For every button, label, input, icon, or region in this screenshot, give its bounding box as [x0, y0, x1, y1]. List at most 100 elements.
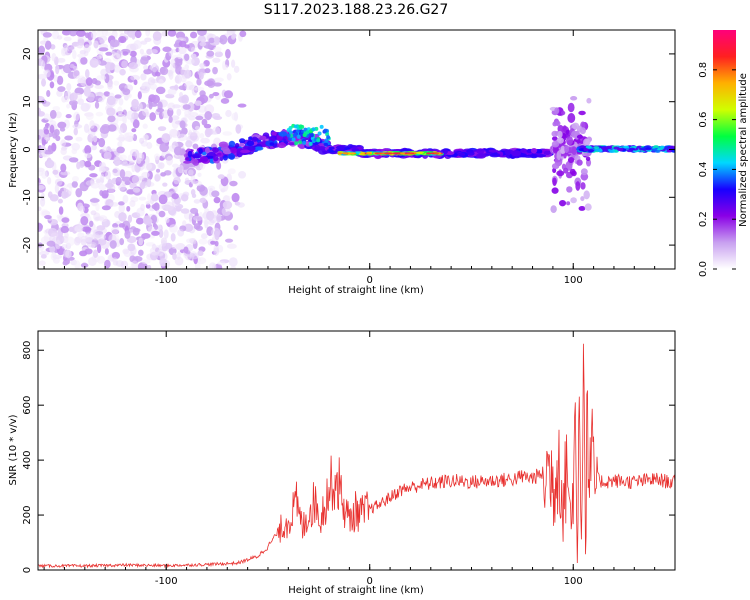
heatmap-noise-blob	[89, 198, 100, 203]
heatmap-noise-blob	[182, 104, 191, 110]
heatmap-noise-blob	[118, 36, 127, 44]
heatmap-noise-blob	[107, 115, 116, 123]
heatmap-spike-blob	[556, 170, 565, 177]
heatmap-noise-blob	[204, 68, 211, 74]
heatmap-noise-blob	[71, 176, 79, 182]
heatmap-noise-blob	[217, 261, 226, 266]
heatmap-noise-blob	[121, 60, 128, 69]
heatmap-noise-blob	[159, 66, 169, 76]
heatmap-noise-blob	[199, 133, 205, 139]
heatmap-spike-blob	[580, 182, 586, 190]
heatmap-noise-blob	[117, 106, 123, 116]
heatmap-spike-blob	[566, 186, 573, 193]
heatmap-noise-blob	[131, 30, 136, 40]
heatmap-spike-blob	[579, 127, 587, 135]
heatmap-ridge-blob	[535, 153, 547, 158]
heatmap-ridge-blob	[342, 152, 348, 155]
heatmap-noise-blob	[126, 266, 133, 269]
heatmap-noise-blob	[71, 180, 78, 188]
figure-title: S117.2023.188.23.26.G27	[264, 2, 449, 18]
heatmap-noise-blob	[193, 223, 201, 230]
heatmap-noise-blob	[49, 109, 57, 119]
heatmap-noise-blob	[151, 230, 160, 236]
heatmap-noise-blob	[63, 183, 68, 193]
heatmap-noise-blob	[172, 163, 179, 168]
heatmap-onset-blob	[291, 137, 296, 142]
heatmap-noise-blob	[126, 189, 135, 195]
heatmap-spike-blob	[555, 120, 561, 127]
heatmap-noise-blob	[155, 168, 161, 173]
heatmap-noise-blob	[38, 45, 46, 55]
heatmap-noise-blob	[159, 257, 168, 267]
heatmap-noise-blob	[103, 151, 112, 160]
heatmap-noise-blob	[167, 88, 177, 96]
heatmap-noise-blob	[40, 196, 46, 207]
heatmap-noise-blob	[73, 111, 81, 121]
heatmap-noise-blob	[74, 87, 85, 95]
heatmap-onset-blob	[286, 142, 297, 146]
heatmap-ridge-blob	[406, 152, 412, 155]
heatmap-noise-blob	[89, 120, 95, 129]
heatmap-noise-blob	[99, 50, 104, 59]
heatmap-noise-blob	[106, 95, 116, 106]
heatmap-noise-blob	[183, 246, 189, 254]
heatmap-noise-blob	[200, 137, 210, 144]
heatmap-noise-blob	[38, 206, 42, 212]
heatmap-noise-blob	[131, 164, 136, 173]
heatmap-spike-blob	[569, 168, 576, 175]
heatmap-noise-blob	[80, 263, 89, 268]
heatmap-tail-blob	[593, 146, 600, 150]
heatmap-noise-blob	[179, 120, 186, 129]
heatmap-noise-blob	[119, 68, 126, 76]
heatmap-noise-blob	[84, 152, 92, 159]
heatmap-noise-blob	[150, 78, 160, 84]
heatmap-noise-blob	[95, 202, 100, 212]
heatmap-noise-blob	[162, 182, 168, 187]
heatmap-noise-blob	[213, 82, 222, 87]
heatmap-noise-blob	[116, 146, 125, 154]
heatmap-noise-blob	[162, 46, 172, 53]
heatmap-ridge-blob	[488, 149, 499, 153]
heatmap-noise-blob	[99, 39, 105, 44]
heatmap-noise-blob	[95, 111, 104, 117]
heatmap-ridge-blob	[349, 152, 355, 155]
heatmap-noise-blob	[225, 48, 231, 59]
heatmap-noise-blob	[197, 172, 202, 177]
heatmap-noise-blob	[122, 159, 128, 165]
heatmap-noise-blob	[173, 146, 183, 156]
heatmap-noise-blob	[114, 94, 122, 99]
heatmap-noise-blob	[61, 217, 70, 223]
heatmap-noise-blob	[230, 265, 237, 269]
heatmap-noise-blob	[64, 232, 69, 239]
heatmap-noise-blob	[131, 128, 137, 133]
heatmap-noise-blob	[151, 62, 158, 73]
heatmap-noise-blob	[63, 36, 72, 42]
heatmap-tail-blob	[605, 145, 612, 149]
heatmap-noise-blob	[83, 123, 90, 133]
snr-axes: -100 0 100 0 200 400 600 800	[22, 331, 676, 587]
heatmap-spike-blob	[552, 145, 559, 154]
heatmap-noise-blob	[124, 230, 131, 239]
heatmap-onset-blob	[228, 140, 236, 148]
snr-y-tick-label: 800	[22, 341, 33, 360]
heatmap-noise-blob	[40, 254, 47, 259]
heatmap-spike-blob	[567, 157, 575, 164]
heatmap-noise-blob	[104, 259, 111, 269]
heatmap-onset-blob	[238, 138, 246, 144]
heatmap-noise-blob	[213, 46, 222, 53]
heatmap-noise-blob	[55, 64, 60, 75]
heatmap-noise-blob	[191, 56, 200, 66]
heatmap-noise-blob	[98, 166, 106, 173]
heatmap-spike-blob	[576, 159, 583, 166]
heatmap-noise-blob	[132, 119, 140, 129]
heatmap-noise-blob	[199, 197, 207, 204]
heatmap-ridge-blob	[377, 152, 383, 155]
heatmap-noise-blob	[111, 257, 118, 263]
heatmap-noise-blob	[138, 249, 144, 256]
heatmap-onset-blob	[298, 124, 303, 129]
heatmap-noise-blob	[212, 66, 218, 75]
heatmap-noise-blob	[174, 75, 180, 84]
heatmap-noise-blob	[154, 173, 162, 182]
heatmap-ridge-blob	[511, 150, 522, 157]
heatmap-onset-blob	[278, 131, 288, 137]
